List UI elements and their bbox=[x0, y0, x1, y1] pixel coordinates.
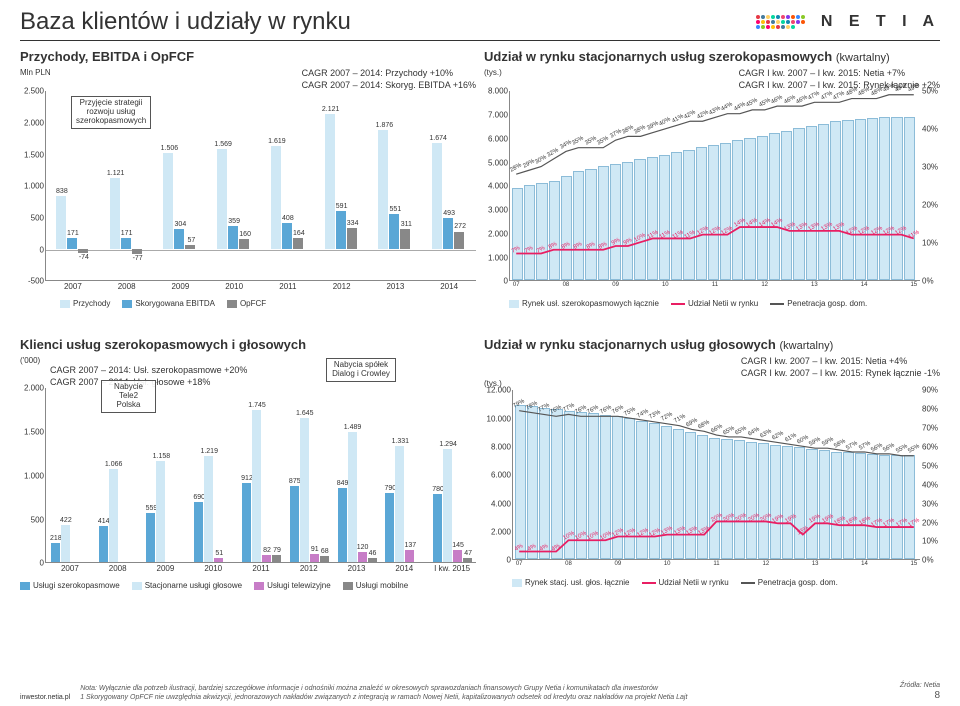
header-rule bbox=[20, 40, 940, 41]
q3-yunit: ('000) bbox=[20, 356, 247, 365]
footer-source: Źródła: Netia bbox=[900, 682, 940, 690]
footer: inwestor.netia.pl Nota: Wyłącznie dla po… bbox=[20, 682, 940, 702]
q3-cagr-1: CAGR 2007 – 2014: Usł. szerokopasmowe +2… bbox=[50, 365, 247, 377]
logo-dots bbox=[756, 15, 806, 29]
q4-title: Udział w rynku stacjonarnych usług głoso… bbox=[484, 337, 940, 352]
chart-grid: Przychody, EBITDA i OpFCF Mln PLN CAGR 2… bbox=[0, 49, 960, 617]
q2-title: Udział w rynku stacjonarnych usług szero… bbox=[484, 49, 940, 64]
q1-cagr-1: CAGR 2007 – 2014: Przychody +10% bbox=[302, 68, 476, 80]
quad-revenue-ebitda: Przychody, EBITDA i OpFCF Mln PLN CAGR 2… bbox=[20, 49, 476, 329]
q4-cagr-2: CAGR I kw. 2007 – I kw. 2015: Rynek łącz… bbox=[741, 368, 940, 380]
quad-voice-share: Udział w rynku stacjonarnych usług głoso… bbox=[484, 337, 940, 617]
netia-logo-text: N E T I A bbox=[821, 13, 940, 31]
quad-broadband-share: Udział w rynku stacjonarnych usług szero… bbox=[484, 49, 940, 329]
q3-title: Klienci usług szerokopasmowych i głosowy… bbox=[20, 337, 476, 352]
q4-chart: 02.0004.0006.0008.00010.00012.0000%10%20… bbox=[512, 390, 920, 560]
page-title: Baza klientów i udziały w rynku bbox=[20, 8, 351, 36]
q4-legend: Rynek stacj. usł. głos. łącznieUdział Ne… bbox=[512, 578, 940, 587]
q1-chart: -50005001.0001.5002.0002.500838171-74200… bbox=[45, 91, 476, 281]
quad-clients: Klienci usług szerokopasmowych i głosowy… bbox=[20, 337, 476, 617]
page-header: Baza klientów i udziały w rynku N E T I … bbox=[0, 0, 960, 40]
logo-area: N E T I A bbox=[756, 13, 940, 31]
q4-cagr: CAGR I kw. 2007 – I kw. 2015: Netia +4% … bbox=[741, 356, 940, 379]
q3-chart: 05001.0001.5002.00021842220074141.066200… bbox=[45, 388, 476, 563]
footer-note2: 1 Skorygowany OpFCF nie uwzględnia akwiz… bbox=[80, 694, 890, 702]
q2-cagr-1: CAGR I kw. 2007 – I kw. 2015: Netia +7% bbox=[739, 68, 940, 80]
q2-chart: 01.0002.0003.0004.0005.0006.0007.0008.00… bbox=[509, 91, 920, 281]
q1-legend: PrzychodySkorygowana EBITDAOpFCF bbox=[60, 299, 476, 308]
q1-title: Przychody, EBITDA i OpFCF bbox=[20, 49, 476, 64]
q1-cagr: CAGR 2007 – 2014: Przychody +10% CAGR 20… bbox=[302, 68, 476, 91]
q3-legend: Usługi szerokopasmoweStacjonarne usługi … bbox=[20, 581, 476, 590]
q1-cagr-2: CAGR 2007 – 2014: Skoryg. EBITDA +16% bbox=[302, 80, 476, 92]
q4-yunit: (tys.) bbox=[484, 379, 940, 388]
footer-url: inwestor.netia.pl bbox=[20, 694, 70, 702]
page-number: 8 bbox=[900, 690, 940, 702]
q4-cagr-1: CAGR I kw. 2007 – I kw. 2015: Netia +4% bbox=[741, 356, 940, 368]
footer-note: Nota: Wyłącznie dla potrzeb ilustracji, … bbox=[80, 685, 890, 693]
q2-legend: Rynek usł. szerokopasmowych łącznieUdzia… bbox=[509, 299, 940, 308]
